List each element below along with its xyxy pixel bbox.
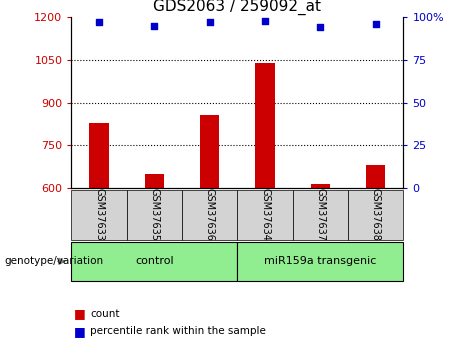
Text: GSM37637: GSM37637 xyxy=(315,188,325,241)
Point xyxy=(317,25,324,30)
Bar xyxy=(366,165,385,188)
Text: ■: ■ xyxy=(74,325,85,338)
Point xyxy=(151,23,158,29)
Text: GSM37635: GSM37635 xyxy=(149,188,160,241)
Text: GSM37633: GSM37633 xyxy=(94,188,104,241)
Text: GSM37634: GSM37634 xyxy=(260,188,270,241)
Text: percentile rank within the sample: percentile rank within the sample xyxy=(90,326,266,336)
Point xyxy=(95,20,103,25)
Text: genotype/variation: genotype/variation xyxy=(5,256,104,266)
Bar xyxy=(145,174,164,188)
Text: GSM37636: GSM37636 xyxy=(205,188,215,241)
Text: miR159a transgenic: miR159a transgenic xyxy=(264,256,377,266)
Title: GDS2063 / 259092_at: GDS2063 / 259092_at xyxy=(154,0,321,14)
Bar xyxy=(311,184,330,188)
Bar xyxy=(200,116,219,188)
Bar xyxy=(89,122,109,188)
Point xyxy=(261,18,269,23)
Text: GSM37638: GSM37638 xyxy=(371,188,381,241)
Point xyxy=(206,20,213,25)
Text: ■: ■ xyxy=(74,307,85,321)
Point xyxy=(372,21,379,27)
Text: control: control xyxy=(135,256,174,266)
Bar xyxy=(255,63,275,188)
Text: count: count xyxy=(90,309,119,319)
